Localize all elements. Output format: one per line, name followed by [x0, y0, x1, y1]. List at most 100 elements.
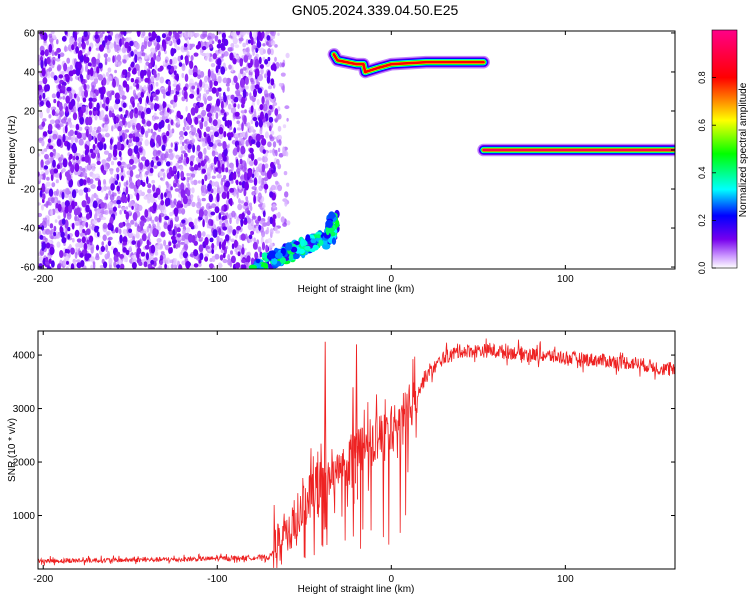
noise-speckle [264, 163, 269, 169]
noise-blob [64, 125, 68, 134]
noise-speckle [61, 70, 65, 76]
noise-speckle [148, 54, 151, 60]
noise-blob [76, 238, 82, 243]
noise-blob [100, 202, 105, 209]
noise-blob [83, 31, 88, 38]
noise-speckle [179, 130, 185, 137]
noise-speckle [277, 32, 280, 36]
noise-speckle [56, 188, 59, 197]
noise-speckle [108, 236, 113, 241]
noise-blob [241, 96, 246, 106]
noise-speckle [74, 137, 79, 143]
noise-blob [85, 221, 89, 228]
noise-speckle [176, 46, 181, 51]
noise-blob [132, 135, 136, 142]
noise-speckle [274, 56, 277, 62]
noise-blob [132, 100, 135, 108]
noise-speckle [146, 226, 150, 233]
noise-blob [261, 163, 266, 173]
noise-speckle [74, 251, 78, 259]
noise-blob [71, 189, 77, 199]
noise-speckle [200, 185, 204, 193]
noise-speckle [126, 222, 132, 229]
noise-speckle [51, 93, 57, 99]
noise-speckle [81, 67, 84, 72]
noise-speckle [252, 31, 258, 38]
noise-blob [92, 200, 98, 209]
spectrogram-y-axis-label: Frequency (Hz) [7, 116, 18, 185]
noise-speckle [186, 172, 190, 177]
noise-speckle [78, 126, 83, 131]
noise-blob [145, 107, 152, 115]
noise-speckle [183, 46, 188, 51]
noise-blob [250, 58, 253, 68]
noise-blob [71, 145, 78, 154]
noise-speckle [177, 160, 182, 164]
noise-blob [194, 105, 199, 114]
noise-speckle [282, 124, 287, 129]
noise-blob [158, 138, 162, 147]
noise-speckle [43, 148, 48, 152]
noise-blob [140, 111, 145, 120]
noise-blob [177, 31, 182, 35]
noise-blob [159, 65, 164, 71]
noise-blob [83, 83, 87, 91]
noise-speckle [253, 111, 257, 118]
noise-blob [50, 173, 54, 182]
noise-speckle [238, 37, 244, 42]
noise-blob [262, 149, 266, 154]
noise-blob [85, 204, 90, 213]
noise-speckle [201, 231, 206, 237]
noise-blob [84, 89, 88, 98]
noise-blob [168, 31, 172, 36]
noise-speckle [89, 75, 95, 81]
noise-blob [185, 156, 190, 165]
noise-blob [183, 90, 188, 100]
noise-blob [64, 31, 68, 35]
noise-blob [248, 234, 253, 240]
noise-speckle [267, 238, 272, 244]
noise-blob [177, 233, 181, 238]
noise-blob [59, 172, 62, 181]
noise-blob [125, 211, 130, 220]
noise-speckle [109, 144, 113, 150]
noise-blob [105, 96, 110, 105]
noise-blob [140, 91, 145, 98]
noise-speckle [125, 55, 129, 61]
noise-speckle [264, 73, 267, 79]
noise-speckle [114, 60, 118, 67]
noise-blob [165, 91, 171, 96]
noise-speckle [153, 165, 158, 169]
noise-speckle [226, 86, 230, 92]
noise-speckle [246, 52, 251, 56]
noise-blob [41, 184, 46, 193]
noise-blob [141, 233, 147, 242]
noise-blob [110, 183, 115, 191]
noise-blob [108, 110, 112, 118]
noise-speckle [247, 222, 253, 231]
noise-speckle [108, 190, 112, 196]
noise-blob [203, 158, 207, 164]
noise-blob [182, 195, 188, 205]
snr-plot-area [38, 338, 675, 568]
noise-speckle [177, 240, 181, 248]
noise-speckle [109, 210, 112, 215]
noise-speckle [160, 153, 166, 161]
noise-blob [232, 172, 237, 180]
noise-blob [96, 102, 100, 112]
noise-speckle [59, 52, 65, 57]
spectrogram-y-tick-label: 0 [29, 146, 35, 157]
noise-blob [224, 215, 227, 220]
noise-speckle [239, 133, 242, 140]
noise-speckle [269, 31, 275, 35]
noise-speckle [55, 179, 59, 184]
noise-speckle [54, 119, 61, 125]
noise-speckle [281, 62, 285, 68]
noise-blob [170, 119, 174, 126]
diagonal-ridge [248, 209, 340, 269]
noise-blob [204, 236, 209, 246]
noise-speckle [179, 140, 183, 145]
noise-blob [129, 170, 134, 178]
noise-speckle [49, 119, 56, 125]
